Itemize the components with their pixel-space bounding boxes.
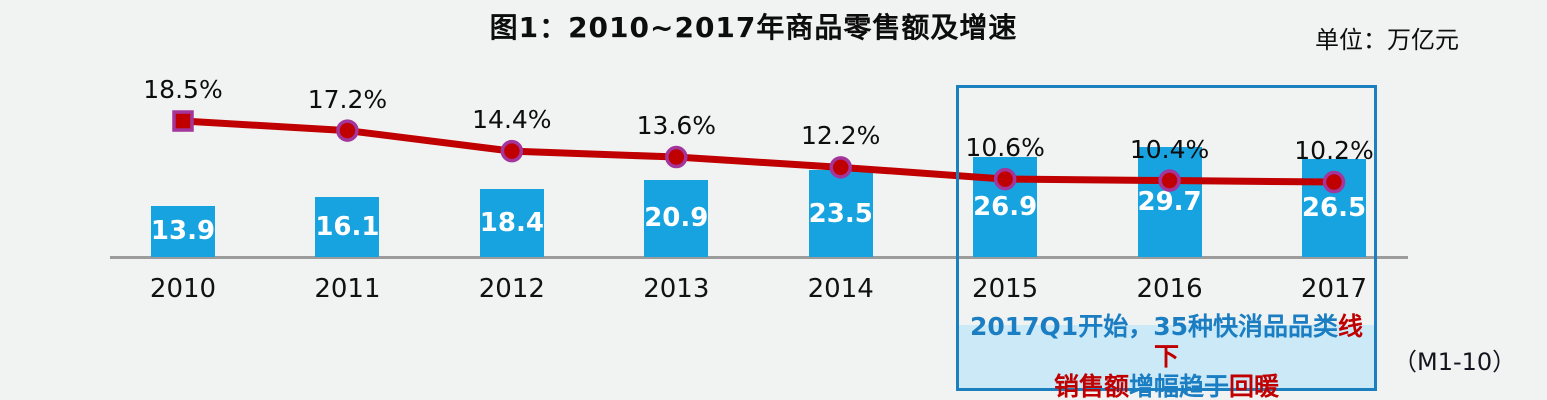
growth-rate-label-2014: 12.2% bbox=[801, 121, 881, 151]
x-axis-label-2013: 2013 bbox=[643, 274, 710, 304]
x-axis-label-2010: 2010 bbox=[149, 274, 217, 304]
bar-value-label: 13.9 bbox=[150, 216, 216, 247]
bar-value-label: 26.5 bbox=[1301, 192, 1367, 223]
line-marker-dot bbox=[336, 119, 359, 142]
x-axis-label-2016: 2016 bbox=[1136, 274, 1203, 304]
footer-note: （M1-10） bbox=[1393, 348, 1517, 376]
line-marker-dot bbox=[665, 145, 688, 169]
annotation-text: 2017Q1开始，35种快消品品类线下 销售额增幅趋于回暖 bbox=[959, 312, 1374, 400]
line-marker-square bbox=[172, 110, 194, 132]
unit-label: 单位：万亿元 bbox=[1315, 26, 1459, 54]
bar-2012: 18.4 bbox=[479, 188, 544, 257]
x-axis-label-2017: 2017 bbox=[1300, 274, 1368, 304]
annotation-callout: 2017Q1开始，35种快消品品类线下 销售额增幅趋于回暖 bbox=[959, 312, 1374, 400]
x-axis-label-2015: 2015 bbox=[972, 274, 1039, 304]
bar-value-label: 20.9 bbox=[644, 203, 709, 234]
bar-value-label: 23.5 bbox=[808, 198, 873, 229]
bar-2010: 13.9 bbox=[150, 205, 216, 257]
bar-2011: 16.1 bbox=[315, 197, 380, 257]
growth-rate-label-2010: 18.5% bbox=[143, 75, 223, 105]
growth-rate-label-2013: 13.6% bbox=[636, 111, 716, 141]
growth-rate-label-2011: 17.2% bbox=[307, 84, 388, 114]
x-axis-label-2014: 2014 bbox=[807, 274, 874, 304]
bar-value-label: 29.7 bbox=[1137, 187, 1202, 218]
x-axis-label-2011: 2011 bbox=[314, 274, 381, 304]
bar-2014: 23.5 bbox=[809, 170, 873, 257]
x-axis-line bbox=[110, 256, 1408, 259]
annotation-segment: 销售额 bbox=[1053, 371, 1129, 400]
chart-title: 图1：2010~2017年商品零售额及增速 bbox=[489, 11, 1018, 44]
line-marker-dot bbox=[500, 139, 524, 163]
x-axis-label-2012: 2012 bbox=[478, 274, 545, 304]
highlight-box-2015-2017 bbox=[956, 85, 1377, 391]
bar-2013: 20.9 bbox=[644, 179, 709, 257]
annotation-segment: 增幅趋于 bbox=[1128, 371, 1229, 400]
bar-value-label: 16.1 bbox=[315, 212, 380, 243]
annotation-segment: 回暖 bbox=[1229, 371, 1280, 400]
bar-value-label: 18.4 bbox=[479, 207, 544, 238]
growth-rate-label-2012: 14.4% bbox=[472, 105, 552, 135]
annotation-segment: 线下 bbox=[1153, 311, 1364, 371]
bar-value-label: 26.9 bbox=[973, 192, 1038, 223]
annotation-segment: 2017Q1开始，35种快消品品类 bbox=[969, 311, 1338, 341]
